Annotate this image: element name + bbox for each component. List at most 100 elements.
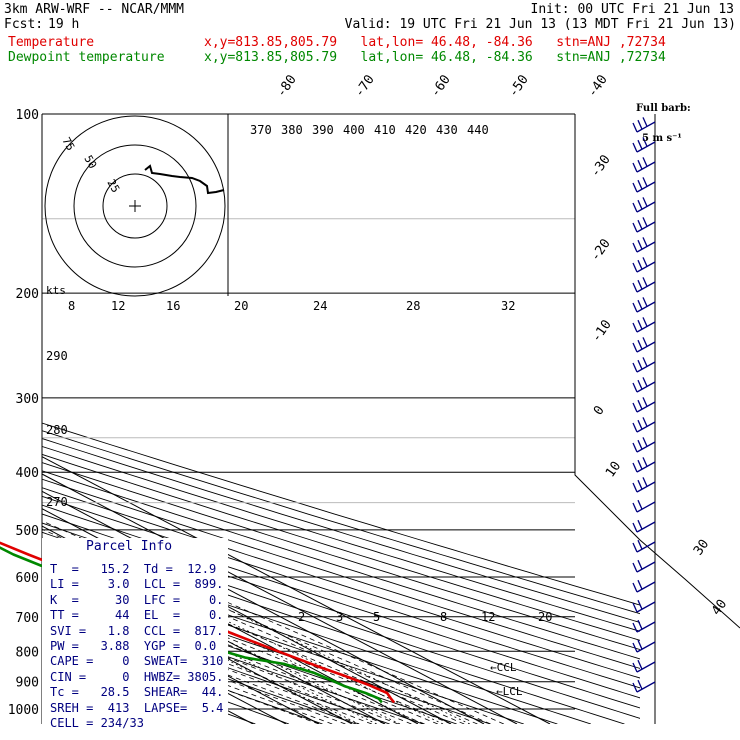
wind-barb-flag	[637, 399, 643, 410]
parcel-info-row: LI = 3.0 LCL = 899.	[50, 577, 224, 592]
wind-barb-flag	[632, 322, 638, 333]
hodograph-trace	[144, 164, 225, 195]
pressure-tick-label: 900	[16, 676, 39, 691]
isotherm-label: 40	[709, 597, 730, 618]
wind-barb-flag	[632, 542, 638, 553]
wind-panel-edge	[574, 114, 740, 629]
wind-barb	[636, 381, 656, 393]
wind-barb-flag	[642, 457, 648, 467]
mixing-ratio-label: 2	[298, 610, 305, 624]
isotherm-label: -10	[589, 317, 615, 345]
wind-barb-flag	[642, 337, 648, 347]
isotherm-label: -70	[352, 72, 378, 100]
wind-barb-flag	[637, 619, 643, 630]
wind-barb-flag	[637, 379, 643, 390]
wind-barb	[636, 161, 656, 173]
wind-barb-flag	[632, 502, 638, 513]
wind-barb-flag	[632, 682, 638, 693]
wind-barb	[636, 541, 656, 553]
forecast-label: Fcst:	[4, 17, 44, 32]
pressure-tick-label: 100	[16, 108, 39, 123]
isotherm-line	[42, 473, 518, 724]
wind-barb-flag	[632, 442, 638, 453]
wind-barb	[636, 121, 656, 133]
wind-barb-flag	[637, 459, 643, 470]
wind-key-line2: 5 m s⁻¹	[642, 133, 682, 144]
parcel-info-row: SVI = 1.8 CCL = 817.	[50, 623, 224, 638]
theta-label: 430	[436, 123, 458, 137]
wind-barb-flag	[632, 422, 638, 433]
wind-barb-flag	[632, 282, 638, 293]
wind-barb-flag	[637, 639, 643, 650]
wind-barb-flag	[642, 397, 648, 407]
theta-label: 290	[46, 349, 68, 363]
parcel-info-row: K = 30 LFC = 0.	[50, 592, 224, 607]
isotherm-label: -80	[274, 72, 300, 100]
wind-barb-flag	[637, 419, 643, 430]
wind-barb	[636, 241, 656, 253]
wind-barb-flag	[632, 242, 638, 253]
wind-barb	[636, 301, 656, 313]
wind-barb-flag	[632, 382, 638, 393]
wind-barb-flag	[632, 662, 638, 673]
parcel-info-row: CAPE = 0 SWEAT= 310	[50, 654, 224, 669]
wind-barb-flag	[642, 117, 648, 127]
wind-barb-flag	[632, 482, 638, 493]
wind-barb	[636, 561, 656, 573]
wind-barb-flag	[642, 317, 648, 327]
wind-barb	[636, 641, 656, 653]
pressure-tick-label: 300	[16, 392, 39, 407]
mixing-ratio-line	[134, 576, 444, 724]
isotherm-label: 0	[591, 403, 608, 418]
wind-barb-flag	[642, 297, 648, 307]
wind-barb-flag	[637, 319, 643, 330]
moist-adiabat	[42, 600, 372, 724]
theta-label: 380	[281, 123, 303, 137]
dry-adiabat	[42, 504, 640, 699]
wind-barb	[636, 681, 656, 693]
moist-adiabat	[42, 537, 478, 724]
wind-barb-flag	[632, 142, 638, 153]
wind-barb-flag	[632, 522, 638, 533]
wind-barb-key: Full barb: 5 m s⁻¹	[636, 84, 691, 154]
thetae-label: 32	[501, 299, 515, 313]
wind-barb	[636, 361, 656, 373]
isotherm-label: 10	[603, 459, 624, 480]
theta-label: 280	[46, 423, 68, 437]
wind-barb	[636, 281, 656, 293]
wind-barb-flag	[632, 462, 638, 473]
wind-barb-flag	[637, 679, 643, 690]
theta-label: 410	[374, 123, 396, 137]
wind-barb	[636, 421, 656, 433]
wind-barb	[636, 201, 656, 213]
model-title: 3km ARW-WRF -- NCAR/MMM	[4, 2, 185, 17]
wind-barb-flag	[637, 219, 643, 230]
dewpoint-station-info: x,y=813.85,805.79 lat,lon= 46.48, -84.36…	[204, 50, 666, 65]
parcel-info-row: CELL = 234/33	[50, 716, 144, 730]
isotherm-line	[42, 490, 485, 724]
theta-label: 440	[467, 123, 489, 137]
hodograph-ring-75	[44, 115, 226, 297]
wind-barb-flag	[642, 217, 648, 227]
moist-adiabat	[42, 587, 399, 724]
wind-barb-flag	[642, 137, 648, 147]
thetae-label: 24	[313, 299, 327, 313]
pressure-tick-label: 600	[16, 571, 39, 586]
wind-barb-flag	[642, 237, 648, 247]
theta-label: 400	[343, 123, 365, 137]
mixing-ratio-label: 20	[538, 610, 552, 624]
isotherm-label: -40	[585, 72, 611, 100]
wind-barb-flag	[637, 659, 643, 670]
theta-label: 420	[405, 123, 427, 137]
parcel-info-row: PW = 3.88 YGP = 0.0	[50, 639, 217, 653]
forecast-hour: 19 h	[48, 17, 80, 32]
dry-adiabat	[42, 453, 640, 641]
wind-barb-flag	[642, 357, 648, 367]
wind-barb	[636, 141, 656, 153]
wind-barb	[636, 481, 656, 493]
wind-barb-flag	[637, 239, 643, 250]
theta-label: 270	[46, 495, 68, 509]
dry-adiabat	[42, 495, 640, 689]
wind-barb-flag	[637, 539, 643, 550]
dewpoint-legend: Dewpoint temperature	[8, 50, 165, 65]
